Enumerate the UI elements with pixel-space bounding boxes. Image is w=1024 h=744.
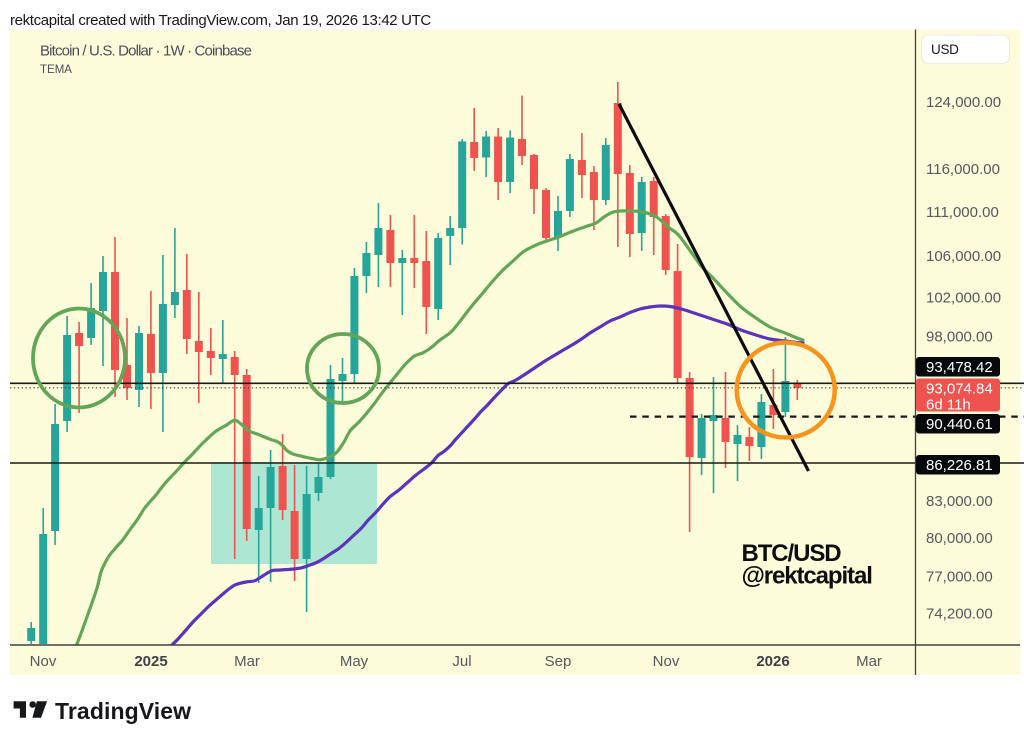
svg-text:TEMA: TEMA — [40, 64, 72, 76]
svg-text:Mar: Mar — [856, 653, 882, 670]
svg-text:Jul: Jul — [452, 653, 471, 670]
svg-text:90,440.61: 90,440.61 — [926, 416, 993, 433]
svg-text:83,000.00: 83,000.00 — [926, 493, 993, 510]
svg-text:2026: 2026 — [756, 653, 789, 670]
svg-text:111,000.00: 111,000.00 — [926, 204, 999, 221]
svg-text:May: May — [340, 653, 369, 670]
svg-text:86,226.81: 86,226.81 — [926, 457, 993, 474]
svg-text:TradingView: TradingView — [55, 698, 191, 724]
svg-text:USD: USD — [931, 42, 959, 57]
svg-text:2025: 2025 — [134, 653, 167, 670]
svg-text:6d 11h: 6d 11h — [926, 397, 971, 414]
svg-text:93,478.42: 93,478.42 — [926, 359, 993, 376]
svg-text:77,000.00: 77,000.00 — [926, 569, 993, 586]
svg-text:Sep: Sep — [545, 653, 572, 670]
svg-text:98,000.00: 98,000.00 — [926, 329, 993, 346]
svg-text:Nov: Nov — [30, 653, 57, 670]
svg-text:93,074.84: 93,074.84 — [926, 381, 993, 398]
svg-text:80,000.00: 80,000.00 — [926, 530, 993, 547]
svg-text:Nov: Nov — [653, 653, 680, 670]
svg-text:74,200.00: 74,200.00 — [926, 606, 993, 623]
svg-text:106,000.00: 106,000.00 — [926, 248, 1001, 265]
svg-text:@rektcapital: @rektcapital — [742, 562, 872, 589]
svg-text:Bitcoin / U.S. Dollar · 1W · C: Bitcoin / U.S. Dollar · 1W · Coinbase — [40, 43, 252, 60]
svg-text:102,000.00: 102,000.00 — [926, 290, 1001, 307]
svg-text:rektcapital created with Tradi: rektcapital created with TradingView.com… — [10, 12, 431, 29]
svg-text:BTC/USD: BTC/USD — [742, 540, 842, 567]
svg-text:124,000.00: 124,000.00 — [926, 94, 1001, 111]
svg-text:Mar: Mar — [234, 653, 260, 670]
svg-text:116,000.00: 116,000.00 — [926, 161, 1000, 178]
